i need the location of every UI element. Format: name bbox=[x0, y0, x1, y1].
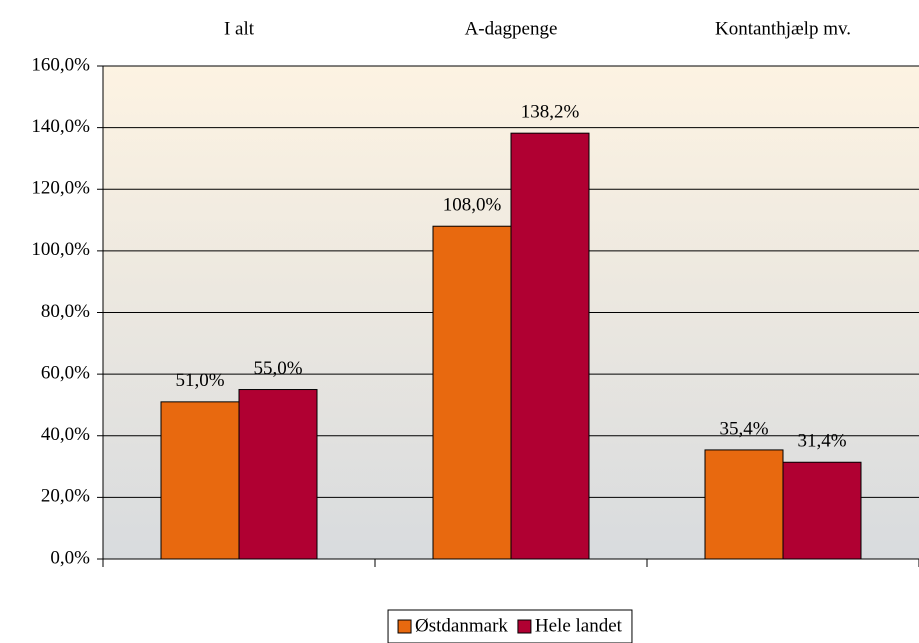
y-tick-label: 120,0% bbox=[31, 178, 90, 199]
legend-label: Østdanmark bbox=[415, 615, 508, 636]
value-label: 55,0% bbox=[253, 358, 302, 379]
value-label: 138,2% bbox=[521, 102, 580, 123]
bar bbox=[510, 132, 590, 560]
category-label: I alt bbox=[224, 18, 255, 39]
legend-box bbox=[387, 609, 633, 643]
legend-swatch bbox=[517, 619, 532, 634]
y-tick-label: 60,0% bbox=[41, 362, 90, 383]
category-label: A-dagpenge bbox=[465, 18, 558, 39]
y-tick-label: 80,0% bbox=[41, 301, 90, 322]
y-tick-label: 100,0% bbox=[31, 239, 90, 260]
y-tick-label: 20,0% bbox=[41, 486, 90, 507]
bar bbox=[160, 401, 240, 560]
bar bbox=[238, 389, 318, 560]
category-label: Kontanthjælp mv. bbox=[715, 18, 851, 39]
legend-label: Hele landet bbox=[535, 615, 623, 636]
value-label: 108,0% bbox=[443, 195, 502, 216]
value-label: 31,4% bbox=[797, 431, 846, 452]
value-label: 35,4% bbox=[719, 418, 768, 439]
bar bbox=[782, 461, 862, 560]
y-tick-label: 40,0% bbox=[41, 424, 90, 445]
value-label: 51,0% bbox=[175, 370, 224, 391]
bar bbox=[432, 225, 512, 560]
legend-swatch bbox=[397, 619, 412, 634]
y-tick-label: 0,0% bbox=[50, 547, 90, 568]
y-tick-label: 160,0% bbox=[31, 54, 90, 75]
bar bbox=[704, 449, 784, 560]
y-tick-label: 140,0% bbox=[31, 116, 90, 137]
